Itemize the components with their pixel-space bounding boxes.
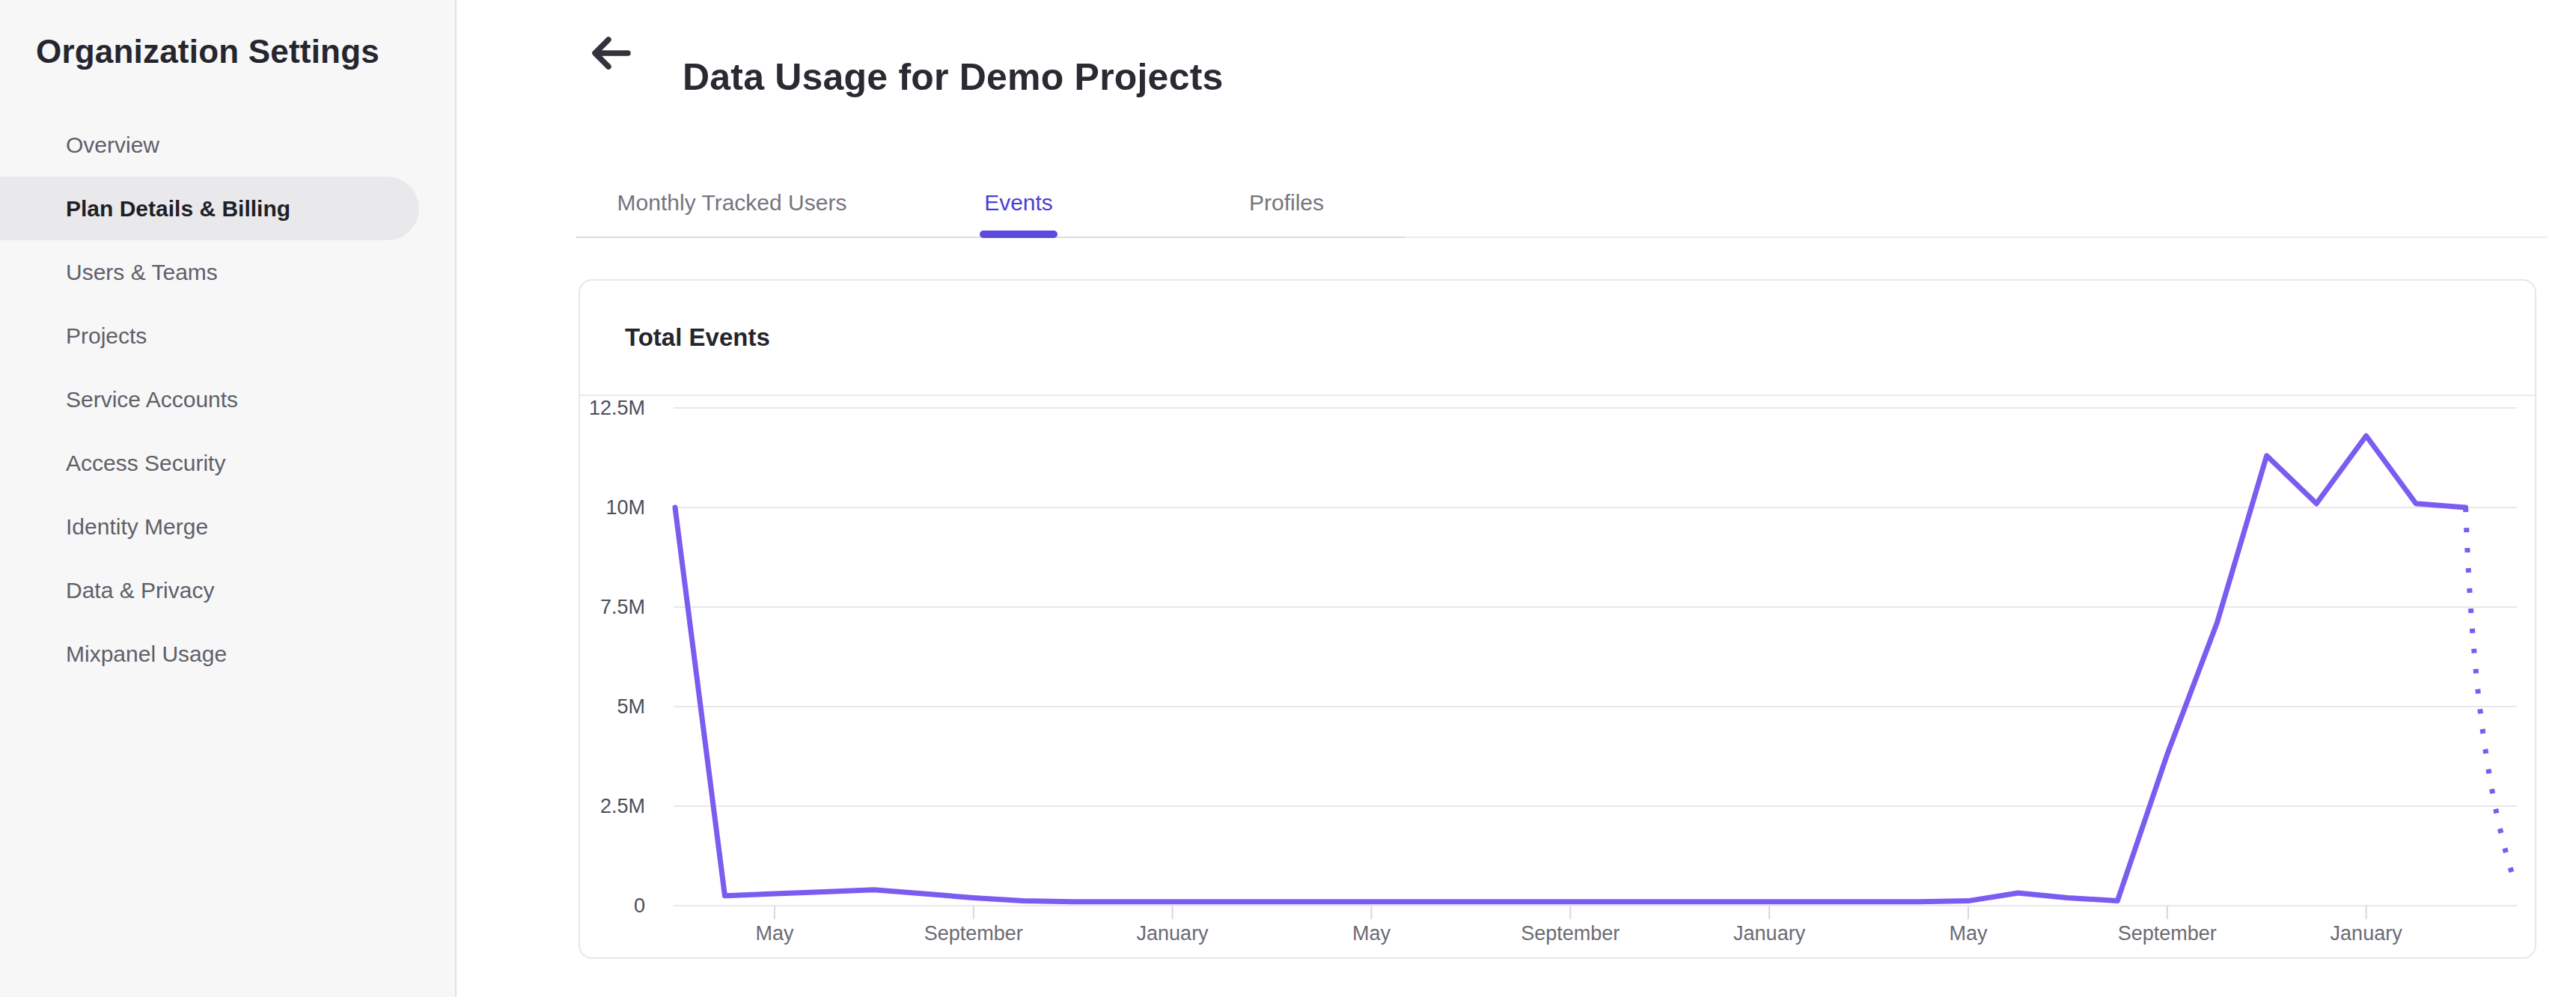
sidebar-item-identity-merge[interactable]: Identity Merge xyxy=(0,495,419,558)
sidebar-item-users-and-teams[interactable]: Users & Teams xyxy=(0,240,419,304)
sidebar-item-service-accounts[interactable]: Service Accounts xyxy=(0,368,419,431)
sidebar-nav-list: OverviewPlan Details & BillingUsers & Te… xyxy=(0,113,455,686)
tab-monthly-tracked-users[interactable]: Monthly Tracked Users xyxy=(617,169,847,237)
active-tab-underline xyxy=(980,231,1057,238)
content-divider xyxy=(1405,237,2548,238)
card-header-divider xyxy=(580,394,2535,396)
tab-profiles[interactable]: Profiles xyxy=(1249,169,1324,237)
sidebar-item-overview[interactable]: Overview xyxy=(0,113,419,177)
sidebar-item-access-security[interactable]: Access Security xyxy=(0,431,419,495)
sidebar-item-data-and-privacy[interactable]: Data & Privacy xyxy=(0,558,419,622)
sidebar-item-projects[interactable]: Projects xyxy=(0,304,419,368)
org-settings-sidebar: Organization Settings OverviewPlan Detai… xyxy=(0,0,457,997)
arrow-left-icon xyxy=(590,34,631,72)
tab-events[interactable]: Events xyxy=(984,169,1053,237)
sidebar-item-plan-details-and-billing[interactable]: Plan Details & Billing xyxy=(0,177,419,240)
sidebar-item-mixpanel-usage[interactable]: Mixpanel Usage xyxy=(0,622,419,686)
chart-title: Total Events xyxy=(625,281,770,394)
page-title: Data Usage for Demo Projects xyxy=(683,55,1224,99)
page: { "sidebar": { "title": "Organization Se… xyxy=(0,0,2576,997)
sidebar-title: Organization Settings xyxy=(36,33,379,70)
total-events-card: Total Events xyxy=(579,279,2536,959)
back-button[interactable] xyxy=(590,33,632,73)
